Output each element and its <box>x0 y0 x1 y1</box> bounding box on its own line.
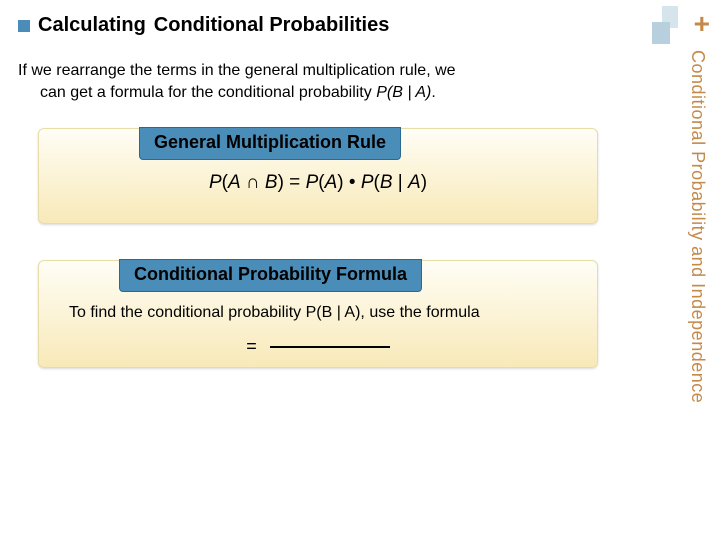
eq-sign: = <box>246 336 257 356</box>
f-cap: ∩ <box>241 172 265 193</box>
title-bold-word: Calculating <box>38 14 146 37</box>
f-P3: P <box>361 172 374 193</box>
general-mult-rule-block: General Multiplication Rule P(A ∩ B) = P… <box>38 128 598 224</box>
intro-line2-suffix: . <box>431 84 435 101</box>
f-A2: A <box>325 172 338 193</box>
f-end: ) <box>421 172 427 193</box>
bullet-icon <box>18 20 30 32</box>
intro-paragraph: If we rearrange the terms in the general… <box>18 60 578 103</box>
f-bar: | <box>393 172 409 193</box>
intro-line2: can get a formula for the conditional pr… <box>18 82 578 104</box>
conditional-prob-label: Conditional Probability Formula <box>119 259 422 292</box>
general-mult-rule-label: General Multiplication Rule <box>139 127 401 160</box>
f-close2: ) • <box>337 172 361 193</box>
conditional-prob-eq: = <box>39 336 597 357</box>
f-B2: B <box>380 172 393 193</box>
slide-title: Calculating Conditional Probabilities <box>18 14 389 37</box>
intro-line2-prefix: can get a formula for the conditional pr… <box>40 84 376 101</box>
f-close1: ) = <box>278 172 306 193</box>
conditional-prob-subtext: To find the conditional probability P(B … <box>69 304 597 322</box>
f-A1: A <box>228 172 241 193</box>
f-A3: A <box>408 172 421 193</box>
corner-decoration <box>652 6 678 46</box>
plus-icon: + <box>694 8 710 40</box>
fraction-bar <box>270 346 390 348</box>
general-mult-formula: P(A ∩ B) = P(A) • P(B | A) <box>39 172 597 194</box>
conditional-prob-block: Conditional Probability Formula To find … <box>38 260 598 368</box>
corner-box-dark <box>652 22 670 44</box>
intro-formula: P(B | A) <box>376 84 431 101</box>
intro-line1: If we rearrange the terms in the general… <box>18 60 578 82</box>
sidebar-title: Conditional Probability and Independence <box>687 50 708 403</box>
f-B1: B <box>265 172 278 193</box>
title-rest: Conditional Probabilities <box>154 14 390 37</box>
f-P2: P <box>306 172 319 193</box>
f-P1: P <box>209 172 222 193</box>
